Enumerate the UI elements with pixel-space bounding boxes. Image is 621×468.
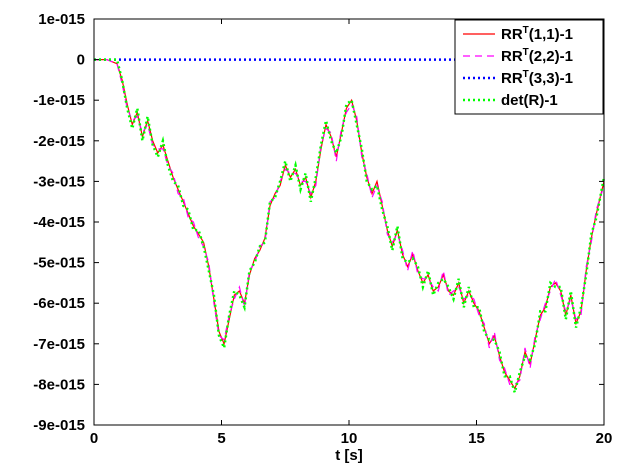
y-tick-label-3: -2e-015	[33, 133, 85, 150]
series-line-4	[94, 58, 606, 398]
x-tick-label-1: 5	[217, 430, 225, 447]
series-line-2	[94, 58, 605, 385]
x-axis-label: t [s]	[335, 447, 363, 464]
y-tick-label-9: -8e-015	[33, 376, 85, 393]
y-tick-label-5: -4e-015	[33, 214, 85, 231]
y-tick-label-8: -7e-015	[33, 336, 85, 353]
y-tick-label-4: -3e-015	[33, 173, 85, 190]
legend-label-1: RRT(1,1)-1	[501, 25, 573, 43]
legend-label-4: det(R)-1	[501, 92, 558, 109]
y-tick-label-7: -6e-015	[33, 295, 85, 312]
legend: RRT(1,1)-1 RRT(2,2)-1 RRT(3,3)-1 det(R)-1	[454, 19, 604, 115]
y-tick-label-10: -9e-015	[33, 417, 85, 434]
x-tick-label-4: 20	[596, 430, 613, 447]
y-tick-label-6: -5e-015	[33, 255, 85, 272]
legend-label-3: RRT(3,3)-1	[501, 69, 573, 87]
x-tick-label-3: 15	[468, 430, 485, 447]
tick-labels-group: 0 5 10 15 20 1e-015 0 -1e-015 -2e-015 -3e-015 -4e-…	[33, 11, 612, 447]
x-tick-label-0: 0	[90, 430, 98, 447]
x-tick-label-2: 10	[341, 430, 358, 447]
y-tick-label-0: 1e-015	[38, 11, 85, 28]
y-tick-label-1: 0	[77, 52, 85, 69]
y-tick-label-2: -1e-015	[33, 92, 85, 109]
legend-box	[454, 19, 604, 115]
legend-label-2: RRT(2,2)-1	[501, 47, 573, 65]
